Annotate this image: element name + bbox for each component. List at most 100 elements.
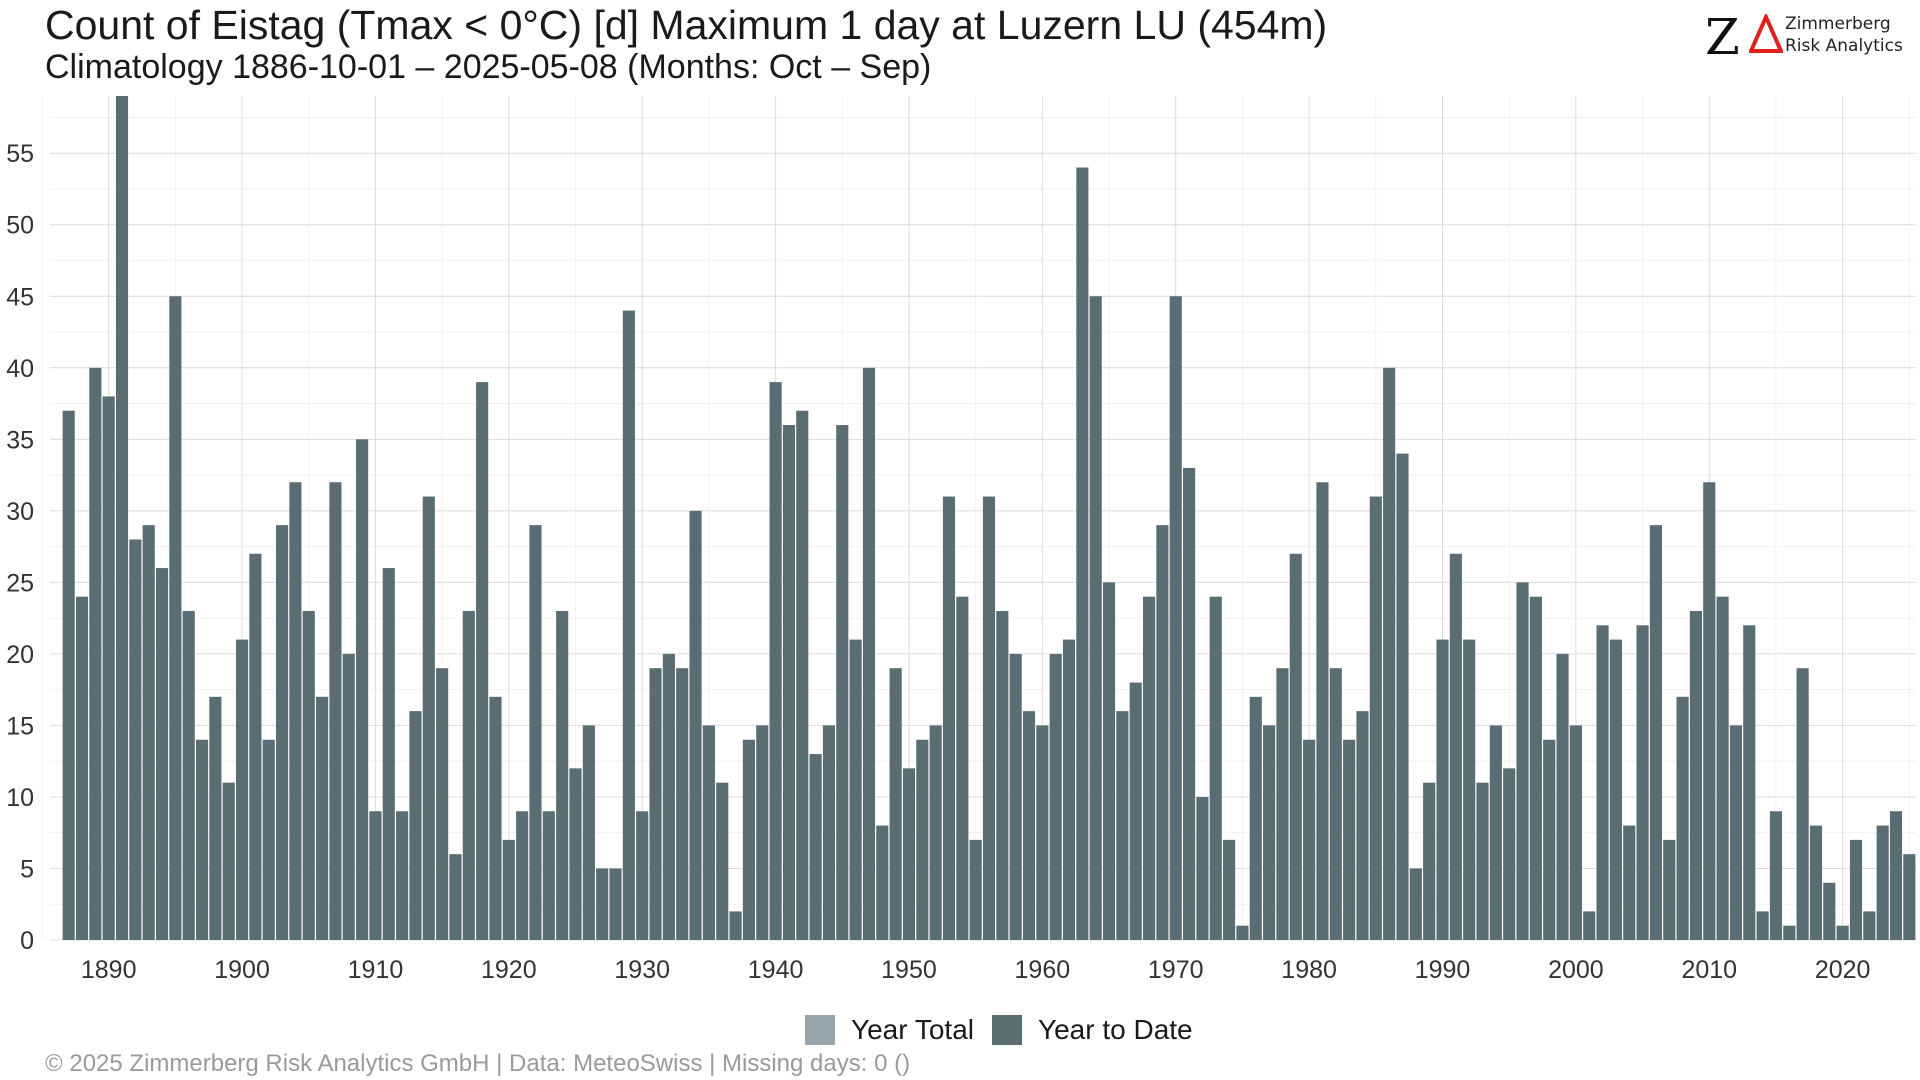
bar-1889 [89, 367, 102, 940]
bar-1989 [1423, 782, 1436, 940]
bar-1959 [1022, 711, 1036, 940]
bar-1987 [1396, 453, 1409, 940]
bar-1926 [582, 725, 595, 940]
y-tick-label: 10 [6, 784, 34, 812]
bar-1997 [1529, 596, 1542, 940]
y-tick-label: 0 [20, 927, 34, 955]
bar-1977 [1263, 725, 1276, 940]
bar-2024 [1889, 811, 1903, 940]
bar-1978 [1276, 668, 1289, 940]
bar-1900 [235, 639, 249, 940]
bar-1962 [1062, 639, 1076, 940]
bar-1939 [756, 725, 769, 940]
bar-1975 [1236, 925, 1249, 940]
bar-2025 [1903, 854, 1916, 940]
bar-1908 [342, 653, 355, 940]
bar-1952 [929, 725, 942, 940]
bar-2004 [1623, 825, 1636, 940]
logo-name-line2: Risk Analytics [1785, 36, 1903, 56]
bar-1931 [649, 668, 662, 940]
y-tick-label: 25 [6, 569, 34, 597]
x-axis-ticks: 1890 1900 1910 1920 1930 1940 1950 1960 1970 1980… [81, 956, 1871, 984]
bars [62, 96, 1916, 941]
bar-1893 [142, 525, 155, 940]
bar-1942 [796, 410, 809, 940]
bar-1887 [62, 410, 75, 940]
bar-2016 [1783, 925, 1796, 940]
bar-1990 [1436, 639, 1449, 940]
bar-1915 [436, 668, 449, 940]
x-tick-label: 1920 [481, 956, 537, 984]
bar-1963 [1076, 167, 1089, 941]
bar-1993 [1476, 782, 1489, 940]
bar-1981 [1316, 482, 1329, 940]
bar-2003 [1609, 639, 1622, 940]
bar-1944 [822, 725, 836, 940]
bar-1910 [369, 811, 382, 940]
bar-1983 [1343, 739, 1356, 940]
x-tick-label: 2020 [1815, 956, 1871, 984]
bar-1949 [889, 668, 902, 940]
bar-2019 [1823, 882, 1836, 940]
bar-1968 [1142, 596, 1156, 940]
bar-2015 [1769, 811, 1783, 940]
x-tick-label: 2010 [1681, 956, 1737, 984]
bar-1947 [862, 367, 876, 940]
bar-1941 [782, 425, 795, 940]
bar-1913 [409, 711, 422, 940]
bar-1995 [1503, 768, 1516, 940]
bar-1951 [916, 739, 929, 940]
bar-1964 [1089, 296, 1102, 940]
bar-1890 [102, 396, 115, 941]
bar-1907 [329, 482, 342, 940]
bar-2023 [1876, 825, 1889, 940]
bar-1917 [462, 610, 475, 940]
company-logo: Z Zimmerberg Risk Analytics [1705, 12, 1910, 62]
bar-1948 [876, 825, 889, 940]
bar-1898 [209, 696, 222, 940]
bar-1955 [969, 839, 982, 940]
bar-1934 [689, 510, 702, 940]
bar-1943 [809, 754, 822, 940]
bar-2008 [1676, 696, 1689, 940]
y-axis-ticks: 0 5 10 15 20 25 30 35 40 45 50 55 [6, 140, 34, 955]
bar-1902 [262, 739, 275, 940]
y-tick-label: 30 [6, 498, 34, 526]
y-tick-label: 40 [6, 355, 34, 383]
bar-2010 [1703, 482, 1716, 940]
bar-1971 [1183, 467, 1196, 940]
y-tick-label: 5 [20, 855, 34, 883]
bar-1892 [129, 539, 142, 940]
x-tick-label: 1890 [81, 956, 137, 984]
bar-1985 [1369, 496, 1382, 940]
bar-2014 [1756, 911, 1769, 940]
bar-1920 [502, 839, 515, 940]
bar-1999 [1556, 653, 1569, 940]
legend-swatch-year-total [805, 1015, 835, 1045]
bar-1960 [1036, 725, 1049, 940]
bar-1956 [982, 496, 996, 940]
legend-swatch-year-to-date [992, 1015, 1022, 1045]
bar-1901 [249, 553, 262, 940]
bar-1905 [302, 610, 315, 940]
bar-1894 [155, 568, 169, 940]
bar-1933 [676, 668, 689, 940]
bar-1966 [1116, 711, 1129, 940]
bar-1950 [902, 768, 916, 940]
bar-1988 [1409, 868, 1422, 940]
bar-1919 [489, 696, 502, 940]
bar-1923 [542, 811, 555, 940]
bar-2017 [1796, 668, 1809, 940]
bar-1922 [529, 525, 542, 940]
bar-1924 [556, 610, 569, 940]
bar-1916 [449, 854, 462, 940]
x-tick-label: 1900 [214, 956, 270, 984]
bar-1891 [115, 96, 129, 940]
bar-2002 [1596, 625, 1609, 940]
x-tick-label: 1970 [1148, 956, 1204, 984]
bar-1930 [636, 811, 649, 940]
bar-1897 [195, 739, 209, 940]
bar-2018 [1809, 825, 1823, 940]
legend-label-year-to-date: Year to Date [1038, 1014, 1193, 1045]
bar-1957 [996, 610, 1009, 940]
